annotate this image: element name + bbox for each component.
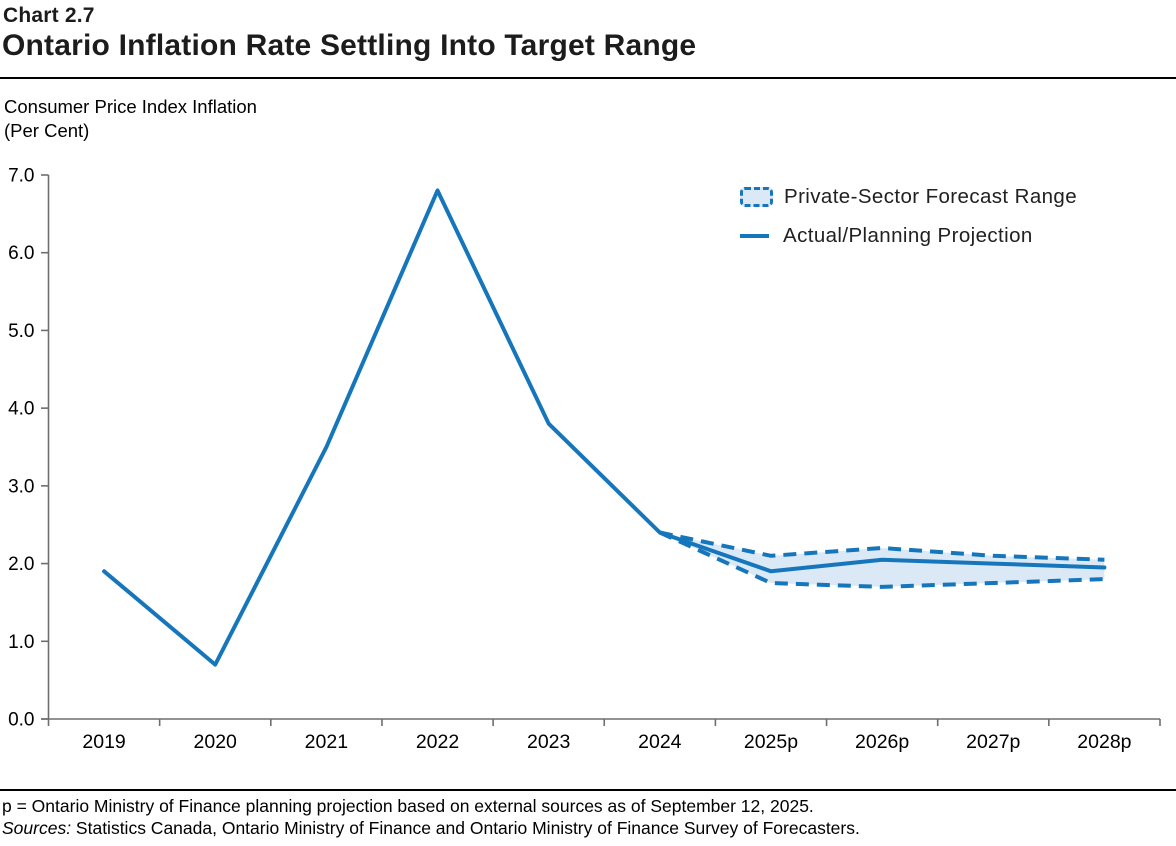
axis-title-line2: (Per Cent) [4,120,90,141]
x-tick-label: 2021 [305,731,348,753]
chart-title: Ontario Inflation Rate Settling Into Tar… [2,29,697,62]
forecast-upper-line [659,530,1105,562]
x-tick-label: 2025p [744,731,798,753]
line-chart: 0.0 1.0 2.0 3.0 4.0 5.0 6.0 7.0 2019 2020 2021 2022… [8,166,1161,753]
x-tick-label: 2024 [638,731,682,753]
title-divider [0,77,1176,79]
chart-number: Chart 2.7 [3,4,95,27]
y-tick-label: 7.0 [8,166,34,187]
y-tick-label: 3.0 [8,476,34,497]
y-tick-label: 2.0 [8,554,34,575]
footnote-projection: p = Ontario Ministry of Finance planning… [2,796,814,816]
actual-projection-line [102,188,1107,667]
x-tick-label: 2028p [1077,731,1131,753]
x-tick-label: 2026p [855,731,909,753]
y-tick-label: 5.0 [8,321,34,342]
y-tick-label: 6.0 [8,243,34,264]
x-tick-label: 2019 [82,731,125,753]
forecast-range-swatch-icon [740,187,773,207]
sources-label: Sources: [2,818,72,838]
legend-item-forecast-range: Private-Sector Forecast Range [740,185,1077,209]
axis-title-line1: Consumer Price Index Inflation [4,96,257,117]
forecast-lower-line [658,530,1105,589]
y-tick-label: 4.0 [8,399,34,420]
y-tick-label: 0.0 [8,710,34,731]
sources-text: Statistics Canada, Ontario Ministry of F… [71,818,860,838]
x-tick-label: 2023 [527,731,570,753]
legend-label: Actual/Planning Projection [783,224,1033,247]
actual-line-swatch-icon [740,234,769,238]
chart-legend: Private-Sector Forecast Range Actual/Pla… [740,185,1077,248]
legend-item-actual-projection: Actual/Planning Projection [740,224,1077,248]
footnote-sources: Sources: Statistics Canada, Ontario Mini… [2,818,860,839]
x-tick-label: 2020 [194,731,238,753]
x-tick-label: 2027p [966,731,1020,753]
legend-label: Private-Sector Forecast Range [784,185,1078,208]
x-tick-label: 2022 [416,731,459,753]
y-tick-label: 1.0 [8,632,34,653]
footnote-divider [0,789,1176,791]
